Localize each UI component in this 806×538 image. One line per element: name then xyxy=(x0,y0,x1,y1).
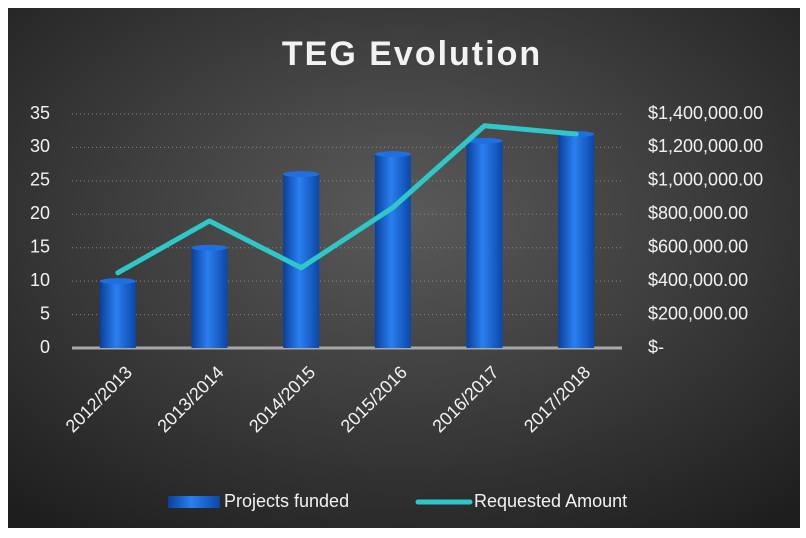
y-tick-label: 35 xyxy=(30,103,50,123)
bar-top xyxy=(374,151,411,158)
bar xyxy=(558,134,595,348)
legend-label: Projects funded xyxy=(224,491,349,511)
bar xyxy=(191,247,228,348)
y-tick-label: 5 xyxy=(40,303,50,323)
y-tick-label: 15 xyxy=(30,236,50,256)
bar-top xyxy=(191,244,228,251)
legend-label: Requested Amount xyxy=(474,491,627,511)
line-series xyxy=(115,123,579,276)
bar xyxy=(99,281,136,348)
y2-tick-label: $1,000,000.00 xyxy=(648,170,763,190)
bar xyxy=(374,154,411,348)
y-tick-label: 0 xyxy=(40,337,50,357)
y2-tick-label: $400,000.00 xyxy=(648,270,748,290)
y2-tick-label: $- xyxy=(648,337,664,357)
bar-top xyxy=(283,171,320,178)
y2-tick-label: $1,200,000.00 xyxy=(648,136,763,156)
y-tick-label: 20 xyxy=(30,203,50,223)
bar-top xyxy=(466,137,503,144)
y-tick-label: 10 xyxy=(30,270,50,290)
y-tick-label: 25 xyxy=(30,170,50,190)
y-tick-label: 30 xyxy=(30,136,50,156)
y2-tick-label: $800,000.00 xyxy=(648,203,748,223)
bar-top xyxy=(99,278,136,285)
chart-title: TEG Evolution xyxy=(282,35,542,73)
y2-tick-label: $200,000.00 xyxy=(648,303,748,323)
bar xyxy=(466,140,503,348)
y2-tick-label: $600,000.00 xyxy=(648,236,748,256)
legend-swatch xyxy=(168,496,220,508)
y2-tick-label: $1,400,000.00 xyxy=(648,103,763,123)
